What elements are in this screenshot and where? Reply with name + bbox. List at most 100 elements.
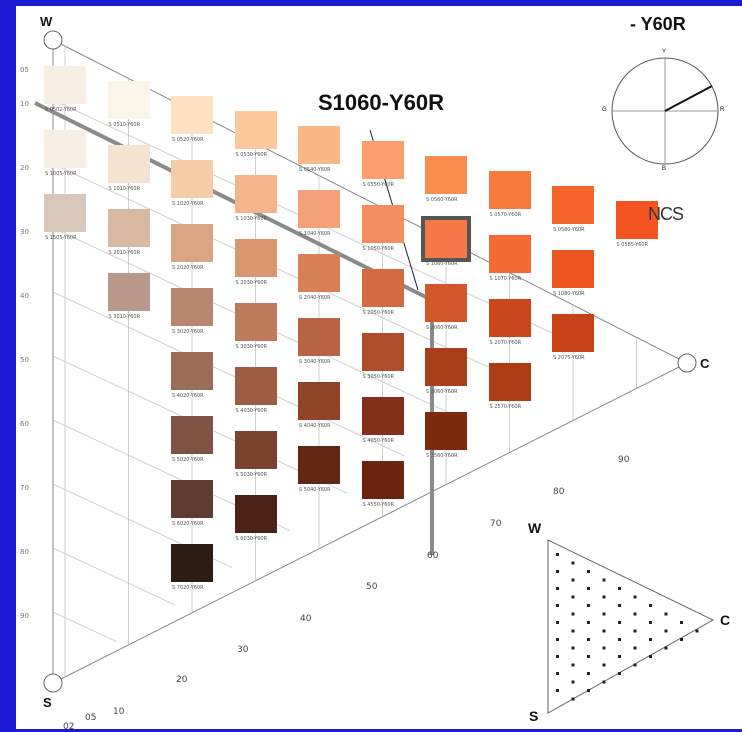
color-swatch[interactable] <box>234 175 277 213</box>
small-triangle-dot <box>664 612 668 616</box>
color-swatch[interactable] <box>488 171 531 209</box>
small-triangle-dot <box>587 621 590 624</box>
color-swatch[interactable] <box>552 314 594 352</box>
color-swatch[interactable] <box>171 352 213 390</box>
color-swatch[interactable] <box>361 269 404 307</box>
color-swatch[interactable] <box>171 288 213 326</box>
color-swatch[interactable] <box>425 220 467 258</box>
swatch-code-label: S 0540-Y60R <box>299 167 331 173</box>
circle-y-label: Y <box>662 49 667 55</box>
blackness-tick-label: 10 <box>20 100 29 108</box>
small-triangle-dot <box>556 604 559 607</box>
color-swatch[interactable] <box>234 367 277 405</box>
small-triangle <box>547 539 715 714</box>
color-swatch[interactable] <box>298 446 340 484</box>
small-triangle-dot <box>680 638 683 641</box>
blackness-tick-label: 70 <box>20 484 29 492</box>
color-swatch[interactable] <box>171 160 213 198</box>
chromaticness-tick-label: 40 <box>300 614 312 624</box>
small-s-label: S <box>529 708 539 724</box>
small-triangle-dot <box>571 612 575 616</box>
color-swatch[interactable] <box>298 190 340 228</box>
small-triangle-dot <box>695 629 699 633</box>
color-swatch[interactable] <box>361 461 404 499</box>
selected-code-label: S1060-Y60R <box>318 90 444 115</box>
color-swatch[interactable] <box>298 318 340 356</box>
color-swatch[interactable] <box>488 299 531 337</box>
swatch-code-label: S 1070-Y60R <box>489 276 522 282</box>
color-swatch[interactable] <box>234 111 277 149</box>
color-swatch[interactable] <box>107 81 150 119</box>
color-swatch[interactable] <box>552 250 594 288</box>
color-swatch[interactable] <box>171 416 213 454</box>
swatch-code-label: S 0502-Y60R <box>45 107 77 113</box>
color-swatch[interactable] <box>44 194 86 232</box>
small-triangle-dot <box>618 638 621 641</box>
blackness-tick-label: 40 <box>20 292 29 300</box>
color-swatch[interactable] <box>234 431 277 469</box>
swatch-code-label: S 1505-Y60R <box>45 235 77 241</box>
swatch-code-label: S 0530-Y60R <box>235 152 268 158</box>
color-swatch[interactable] <box>171 480 213 518</box>
hue-title: - Y60R <box>630 14 686 34</box>
swatch-code-label: S 5020-Y60R <box>172 457 204 463</box>
swatch-code-label: S 2060-Y60R <box>426 325 458 331</box>
color-swatch[interactable] <box>361 205 404 243</box>
color-swatch[interactable] <box>107 209 150 247</box>
swatch-code-label: S 0550-Y60R <box>362 182 395 188</box>
color-swatch[interactable] <box>44 130 86 168</box>
s-corner-circle <box>43 673 63 693</box>
color-swatch[interactable] <box>298 382 340 420</box>
swatch-code-label: S 5040-Y60R <box>299 487 331 493</box>
color-swatch[interactable] <box>425 284 467 322</box>
color-swatch[interactable] <box>425 412 467 450</box>
chromaticness-tick-label: 60 <box>427 551 439 561</box>
color-swatch[interactable] <box>425 348 467 386</box>
small-triangle-dot <box>633 629 637 633</box>
color-swatch[interactable] <box>234 495 277 533</box>
w-c-edge <box>52 39 688 364</box>
color-swatch[interactable] <box>171 224 213 262</box>
blackness-tick-label: 80 <box>20 548 29 556</box>
swatch-code-label: S 6030-Y60R <box>235 536 268 542</box>
color-swatch[interactable] <box>361 397 404 435</box>
color-swatch[interactable] <box>298 126 340 164</box>
small-triangle-dot <box>649 638 652 641</box>
color-swatch[interactable] <box>488 235 531 273</box>
small-triangle-dot <box>571 680 575 684</box>
small-triangle-dot <box>633 646 637 650</box>
color-swatch[interactable] <box>107 273 150 311</box>
color-swatch[interactable] <box>425 156 467 194</box>
blackness-grid-line <box>52 291 406 457</box>
color-swatch[interactable] <box>171 96 213 134</box>
small-triangle-dot <box>556 553 559 556</box>
color-swatch[interactable] <box>552 186 594 224</box>
color-swatch[interactable] <box>488 363 531 401</box>
small-triangle-dot <box>618 672 621 675</box>
swatch-code-label: S 1010-Y60R <box>108 186 141 192</box>
color-swatch[interactable] <box>234 303 277 341</box>
color-swatch[interactable] <box>107 145 150 183</box>
small-triangle-dot <box>587 672 590 675</box>
swatch-code-label: S 3020-Y60R <box>172 329 204 335</box>
w-corner-circle <box>43 30 63 50</box>
swatch-code-label: S 0570-Y60R <box>489 212 522 218</box>
color-swatch[interactable] <box>44 66 86 104</box>
chromaticness-tick-label: 80 <box>553 487 565 497</box>
small-triangle-dot <box>618 604 621 607</box>
color-swatch[interactable] <box>234 239 277 277</box>
swatch-code-label: S 7020-Y60R <box>172 585 204 591</box>
small-triangle-dot <box>633 612 637 616</box>
color-swatch[interactable] <box>171 544 213 582</box>
color-swatch[interactable] <box>361 333 404 371</box>
blackness-tick-label: 60 <box>20 420 29 428</box>
small-triangle-dot <box>587 689 590 692</box>
color-swatch[interactable] <box>361 141 404 179</box>
color-swatch[interactable] <box>298 254 340 292</box>
w-label: W <box>40 14 53 29</box>
color-swatch[interactable] <box>615 201 658 239</box>
chromaticness-tick-label: 20 <box>176 675 188 685</box>
swatch-code-label: S 3040-Y60R <box>299 359 331 365</box>
swatch-code-label: S 5030-Y60R <box>235 472 268 478</box>
small-triangle-dot <box>649 655 652 658</box>
